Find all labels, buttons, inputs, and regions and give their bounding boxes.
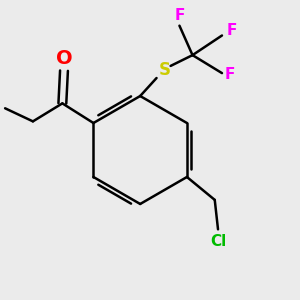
Text: F: F (174, 8, 184, 23)
Text: F: F (226, 23, 237, 38)
Text: O: O (56, 49, 72, 68)
Text: Cl: Cl (210, 234, 226, 249)
Text: S: S (159, 61, 171, 79)
Text: F: F (225, 67, 235, 82)
